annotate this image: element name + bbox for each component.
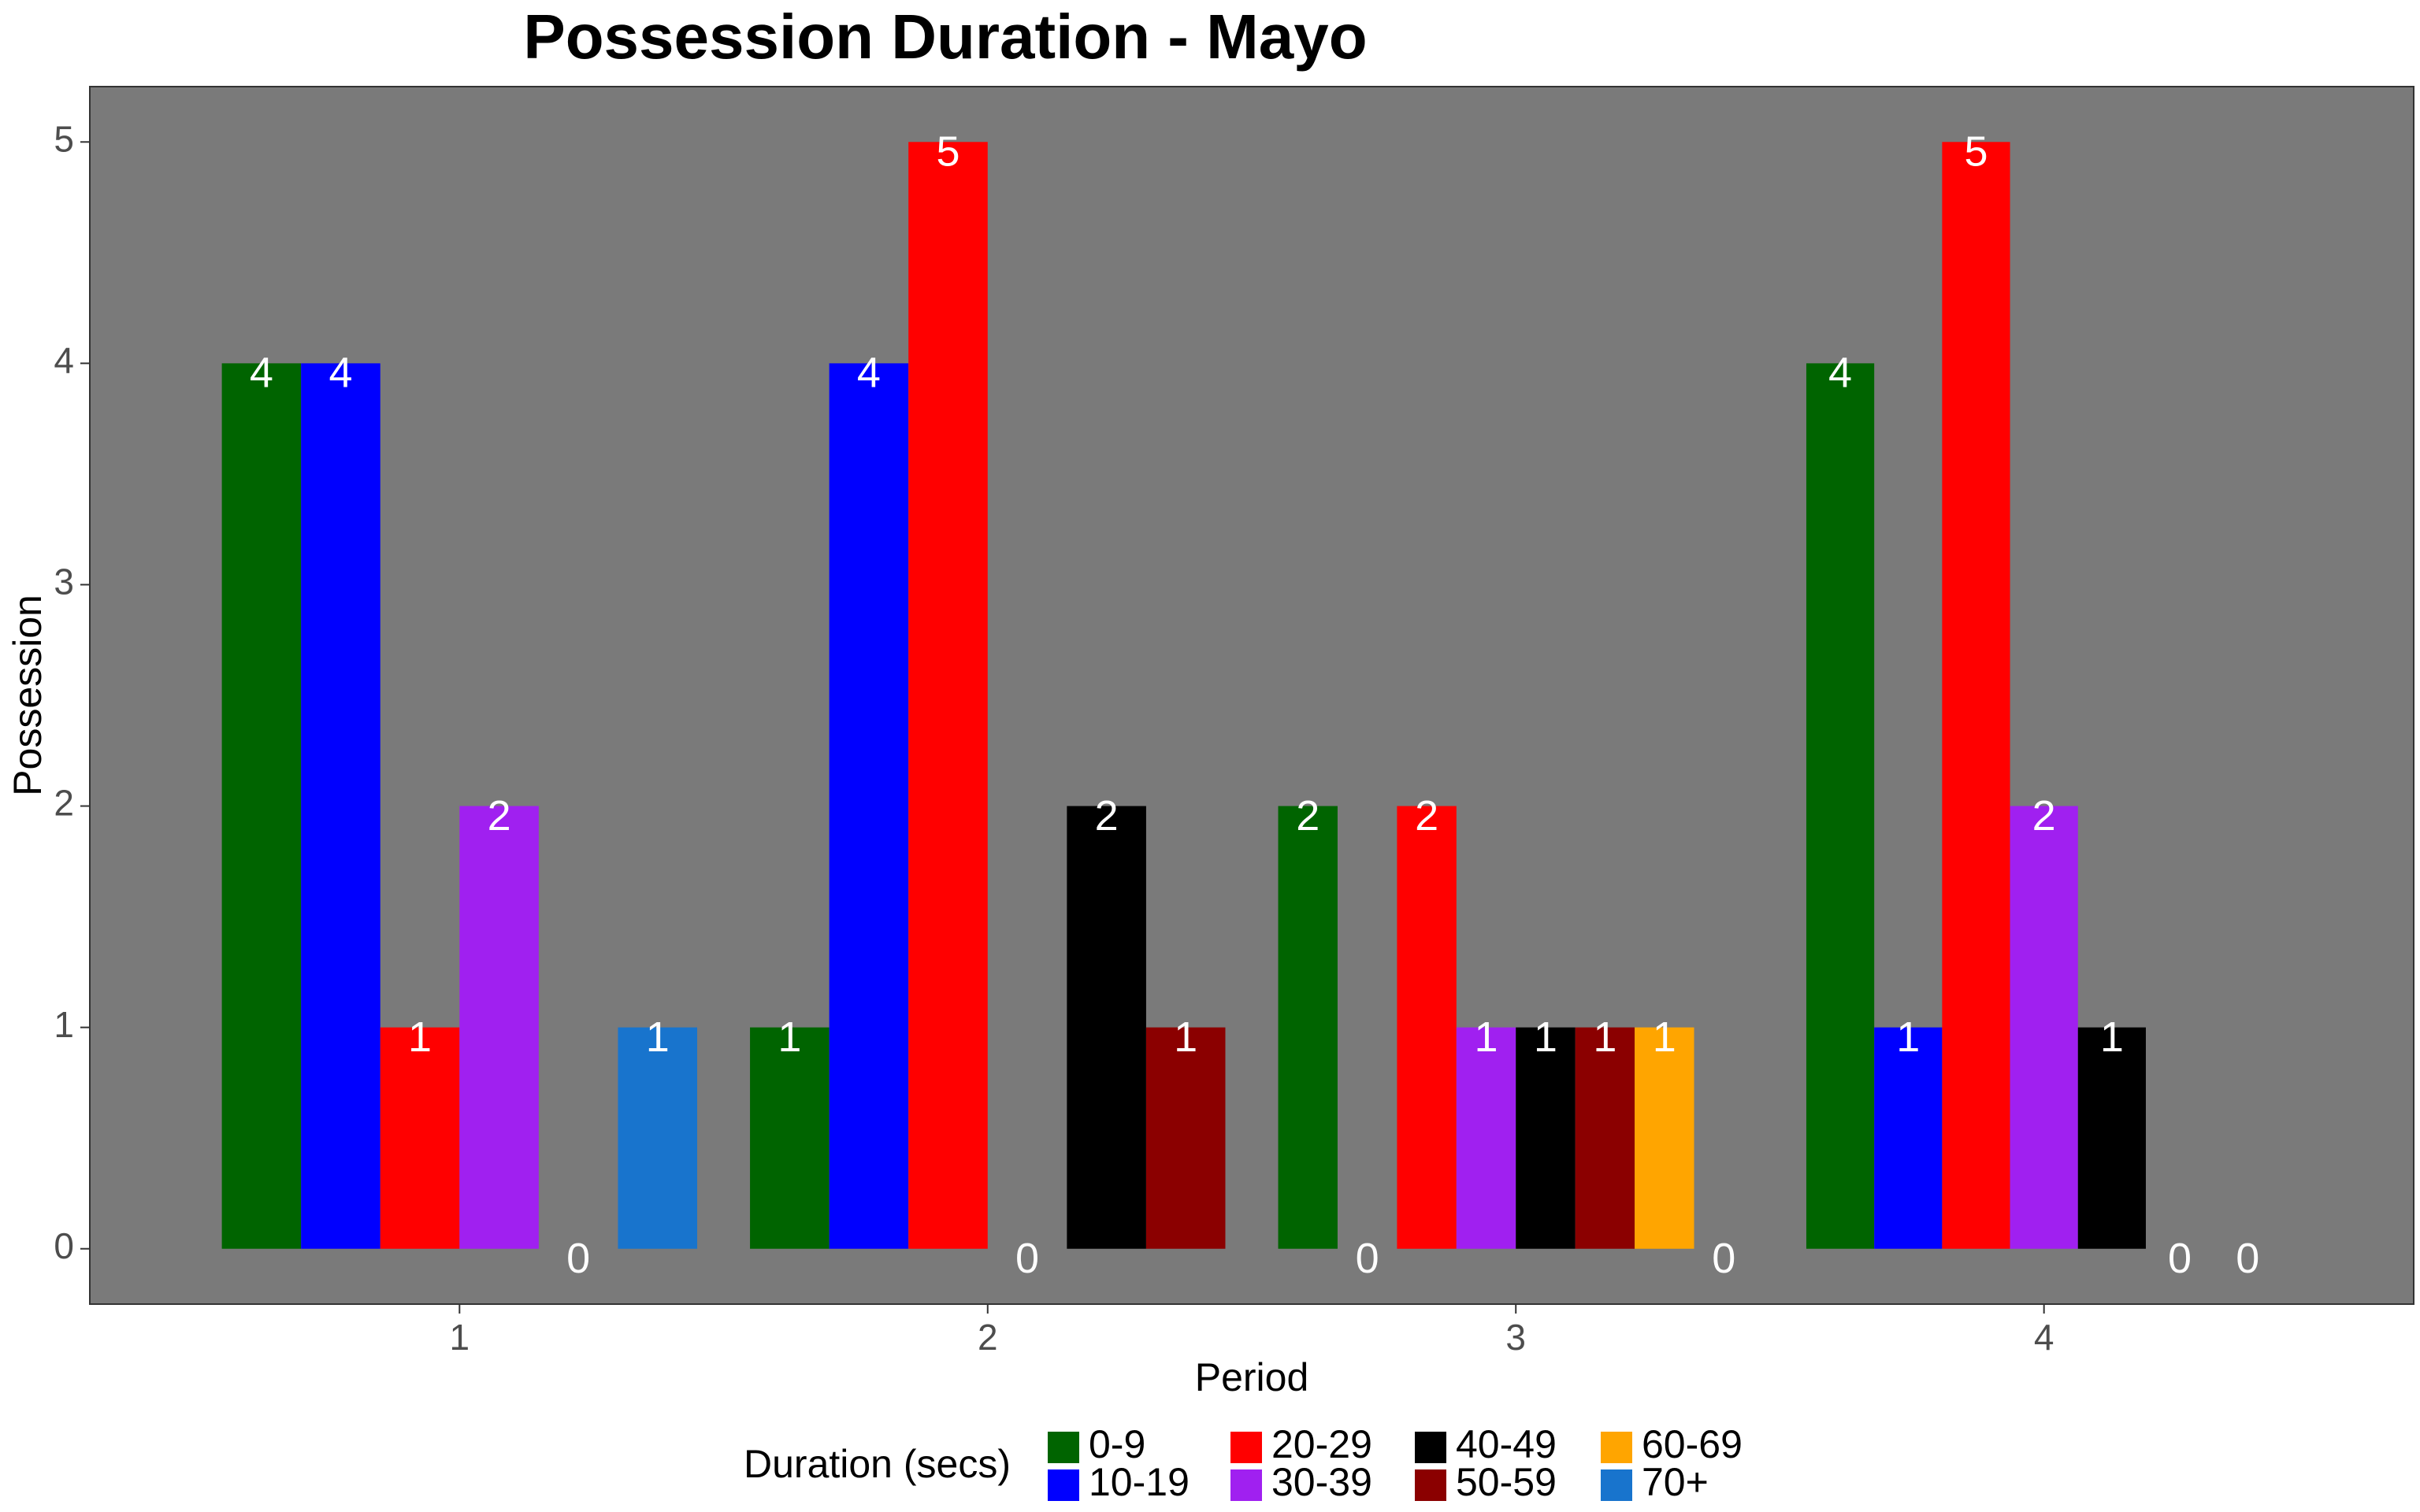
value-label-2-0-9: 1	[778, 1014, 801, 1061]
bar-period-1-10-19	[301, 363, 380, 1249]
bar-period-2-20-29	[908, 142, 988, 1249]
legend-key-40-49	[1415, 1432, 1446, 1463]
y-axis: 0 1 2 3 4 5	[54, 118, 90, 1266]
bar-period-3-0-9	[1278, 806, 1338, 1249]
value-label-3-70: 0	[1712, 1235, 1735, 1282]
x-tick-label: 1	[450, 1317, 470, 1358]
bar-period-1-20-29	[380, 1027, 460, 1249]
y-tick-label: 5	[54, 118, 74, 159]
legend-label-30-39: 30-39	[1271, 1460, 1372, 1504]
value-label-3-10-19: 0	[1356, 1235, 1379, 1282]
y-axis-title: Possession	[6, 595, 50, 796]
y-tick-label: 2	[54, 783, 74, 824]
bar-period-1-0-9	[221, 363, 302, 1249]
value-label-4-50-59: 0	[2168, 1235, 2192, 1282]
legend-key-0-9	[1048, 1432, 1079, 1463]
value-label-1-10-19: 4	[328, 350, 352, 397]
bar-period-3-50-59	[1575, 1027, 1635, 1249]
bar-period-1-70	[618, 1027, 698, 1249]
value-label-3-40-49: 1	[1534, 1014, 1557, 1061]
value-label-2-50-59: 1	[1174, 1014, 1197, 1061]
x-axis: 1 2 3 4	[450, 1304, 2054, 1358]
y-tick-label: 0	[54, 1225, 74, 1266]
legend-label-10-19: 10-19	[1089, 1460, 1190, 1504]
x-tick-label: 2	[978, 1317, 998, 1358]
value-label-4-0-9: 4	[1828, 350, 1852, 397]
value-label-3-20-29: 2	[1415, 792, 1438, 839]
bar-period-4-10-19	[1874, 1027, 1943, 1249]
value-label-3-30-39: 1	[1474, 1014, 1498, 1061]
legend-label-20-29: 20-29	[1271, 1422, 1372, 1466]
bar-period-2-0-9	[750, 1027, 830, 1249]
bars-layer	[221, 142, 2146, 1249]
bar-period-1-30-39	[459, 806, 539, 1249]
legend-label-70: 70+	[1642, 1460, 1709, 1504]
value-label-2-20-29: 5	[936, 128, 959, 176]
value-label-2-10-19: 4	[857, 350, 881, 397]
value-label-2-40-49: 2	[1095, 792, 1119, 839]
x-tick-label: 4	[2034, 1317, 2054, 1358]
value-label-1-0-9: 4	[250, 350, 273, 397]
value-label-1-20-29: 1	[408, 1014, 432, 1061]
legend-key-30-39	[1230, 1469, 1262, 1501]
bar-period-3-40-49	[1516, 1027, 1576, 1249]
value-label-4-30-39: 2	[2032, 792, 2056, 839]
value-label-3-50-59: 1	[1593, 1014, 1616, 1061]
bar-period-3-30-39	[1456, 1027, 1516, 1249]
value-label-4-10-19: 1	[1896, 1014, 1920, 1061]
x-tick-label: 3	[1505, 1317, 1526, 1358]
chart-title: Possession Duration - Mayo	[523, 2, 1367, 72]
value-label-1-30-39: 2	[488, 792, 511, 839]
bar-period-2-10-19	[829, 363, 909, 1249]
x-axis-title: Period	[1195, 1355, 1309, 1399]
bar-period-4-0-9	[1806, 363, 1875, 1249]
bar-period-4-30-39	[2010, 806, 2078, 1249]
bar-period-3-20-29	[1397, 806, 1457, 1249]
legend-key-50-59	[1415, 1469, 1446, 1501]
bar-period-2-40-49	[1067, 806, 1146, 1249]
legend-label-0-9: 0-9	[1089, 1422, 1145, 1466]
value-label-3-0-9: 2	[1296, 792, 1319, 839]
legend-label-50-59: 50-59	[1456, 1460, 1557, 1504]
legend-title: Duration (secs)	[744, 1442, 1011, 1486]
y-tick-label: 1	[54, 1004, 74, 1045]
value-label-4-20-29: 5	[1964, 128, 1988, 176]
bar-period-2-50-59	[1145, 1027, 1226, 1249]
legend-label-60-69: 60-69	[1642, 1422, 1743, 1466]
bar-period-4-20-29	[1942, 142, 2010, 1249]
value-label-1-70: 1	[646, 1014, 670, 1061]
y-tick-label: 4	[54, 340, 74, 381]
value-label-3-60-69: 1	[1653, 1014, 1676, 1061]
y-tick-label: 3	[54, 561, 74, 602]
legend-key-10-19	[1048, 1469, 1079, 1501]
legend-key-20-29	[1230, 1432, 1262, 1463]
bar-period-3-60-69	[1635, 1027, 1694, 1249]
value-label-1-40-49: 0	[566, 1235, 590, 1282]
legend-label-40-49: 40-49	[1456, 1422, 1557, 1466]
value-label-2-30-39: 0	[1015, 1235, 1039, 1282]
legend-key-60-69	[1601, 1432, 1632, 1463]
legend-key-70	[1601, 1469, 1632, 1501]
value-label-4-60-69: 0	[2236, 1235, 2259, 1282]
value-label-4-40-49: 1	[2100, 1014, 2124, 1061]
bar-period-4-40-49	[2077, 1027, 2146, 1249]
